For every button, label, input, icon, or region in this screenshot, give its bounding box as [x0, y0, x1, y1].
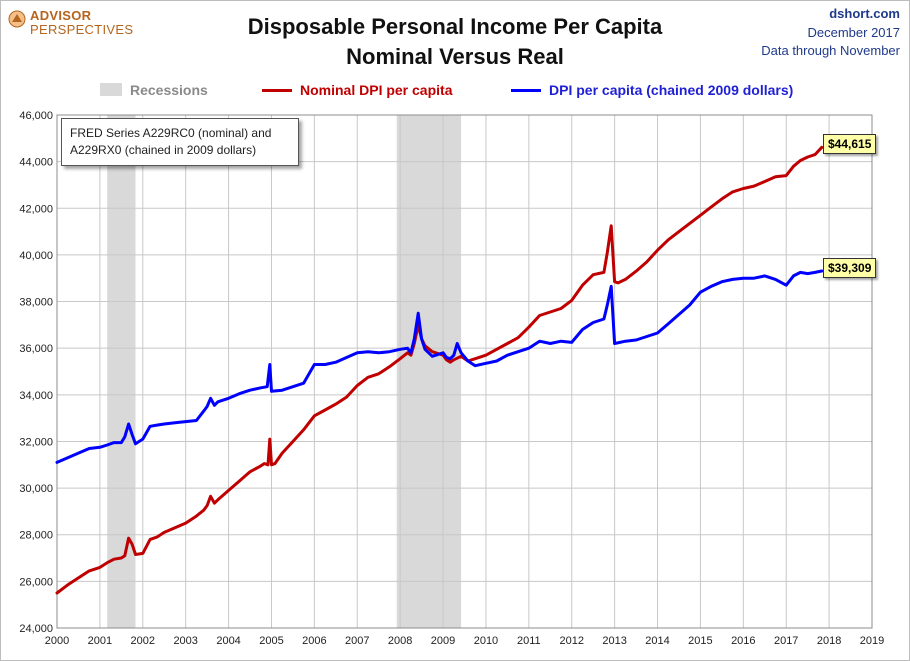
x-tick-label: 2015	[688, 635, 712, 647]
legend-real-swatch	[511, 89, 541, 92]
x-tick-label: 2018	[817, 635, 841, 647]
chart-subtitle: Nominal Versus Real	[346, 44, 564, 69]
series-note-box: FRED Series A229RC0 (nominal) and A229RX…	[61, 118, 299, 166]
y-tick-label: 32,000	[19, 436, 53, 448]
series-note-line2: A229RX0 (chained in 2009 dollars)	[70, 143, 257, 157]
x-tick-label: 2014	[645, 635, 669, 647]
logo-line1: ADVISOR	[30, 8, 92, 23]
x-tick-label: 2013	[602, 635, 626, 647]
y-tick-label: 38,000	[19, 297, 53, 309]
source-site: dshort.com	[829, 6, 900, 21]
x-tick-label: 2019	[860, 635, 884, 647]
logo-line2: PERSPECTIVES	[30, 22, 134, 37]
x-tick-label: 2008	[388, 635, 412, 647]
x-tick-label: 2006	[302, 635, 326, 647]
x-tick-label: 2011	[517, 635, 541, 647]
legend-real-label: DPI per capita (chained 2009 dollars)	[549, 82, 794, 98]
x-tick-label: 2016	[731, 635, 755, 647]
legend-nominal-swatch	[262, 89, 292, 92]
x-tick-label: 2007	[345, 635, 369, 647]
legend-nominal-label: Nominal DPI per capita	[300, 82, 453, 98]
real-last-value-callout: $39,309	[823, 258, 877, 278]
y-tick-label: 28,000	[19, 530, 53, 542]
y-tick-label: 40,000	[19, 250, 53, 262]
y-tick-label: 44,000	[19, 157, 53, 169]
x-tick-label: 2005	[259, 635, 283, 647]
x-tick-label: 2002	[131, 635, 155, 647]
x-tick-label: 2009	[431, 635, 455, 647]
y-tick-label: 26,000	[19, 576, 53, 588]
x-tick-label: 2001	[88, 635, 112, 647]
x-tick-label: 2010	[474, 635, 498, 647]
y-tick-label: 34,000	[19, 390, 53, 402]
logo-mark-icon	[8, 10, 26, 28]
recession-band	[107, 115, 136, 628]
x-tick-label: 2012	[559, 635, 583, 647]
real-dpi-line	[55, 269, 824, 464]
advisor-perspectives-logo: ADVISOR PERSPECTIVES	[8, 6, 133, 38]
chart-title: Disposable Personal Income Per Capita	[247, 14, 663, 39]
legend-recession-swatch	[100, 83, 122, 96]
y-tick-label: 24,000	[19, 623, 53, 635]
data-coverage: Data through November	[761, 43, 900, 58]
nominal-last-value-callout: $44,615	[823, 134, 877, 154]
recession-band	[396, 115, 462, 628]
series-note-line1: FRED Series A229RC0 (nominal) and	[70, 126, 272, 140]
legend-recessions-label: Recessions	[130, 82, 208, 98]
y-tick-label: 46,000	[19, 110, 53, 122]
x-tick-label: 2004	[216, 635, 240, 647]
x-tick-label: 2003	[173, 635, 197, 647]
publication-date: December 2017	[807, 25, 901, 40]
y-tick-label: 42,000	[19, 203, 53, 215]
y-tick-label: 36,000	[19, 343, 53, 355]
x-tick-label: 2000	[45, 635, 69, 647]
y-tick-label: 30,000	[19, 483, 53, 495]
x-tick-label: 2017	[774, 635, 798, 647]
plot-area-border	[56, 114, 873, 629]
